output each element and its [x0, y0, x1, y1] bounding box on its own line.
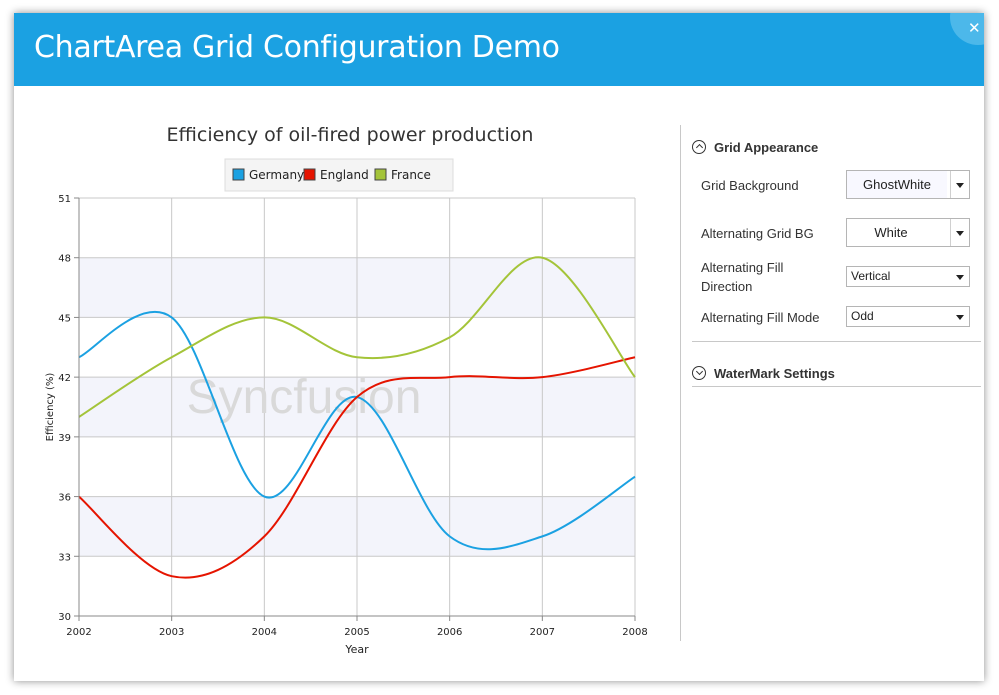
alternating-grid-bg-swatch [847, 219, 947, 246]
chevron-down-icon [951, 307, 969, 326]
legend-swatch-england [303, 168, 316, 181]
watermark-settings-title: WaterMark Settings [714, 366, 835, 381]
panel-divider [680, 125, 681, 641]
grid-background-dropdown[interactable]: GhostWhite [846, 170, 970, 199]
collapse-icon [692, 140, 706, 154]
title-bar: ChartArea Grid Configuration Demo ✕ [14, 13, 984, 86]
y-tick-label: 33 [58, 552, 71, 563]
alternating-fill-direction-value: Vertical [851, 269, 891, 283]
section-divider [692, 386, 981, 387]
grid-appearance-title: Grid Appearance [714, 140, 819, 155]
legend-label-germany: Germany [249, 168, 304, 182]
legend-swatch-france [374, 168, 387, 181]
alternating-fill-direction-label: Alternating Fill Direction [701, 258, 783, 296]
chevron-down-icon [950, 171, 969, 198]
x-tick-label: 2003 [159, 627, 184, 638]
x-tick-label: 2008 [622, 627, 647, 638]
window-title: ChartArea Grid Configuration Demo [34, 30, 560, 65]
y-tick-label: 51 [58, 194, 71, 205]
close-button[interactable]: ✕ [950, 13, 984, 45]
y-axis-label: Efficiency (%) [45, 373, 56, 442]
alternating-fill-mode-row: Alternating Fill Mode Odd [701, 306, 973, 330]
close-icon: ✕ [968, 20, 981, 37]
legend-box [224, 158, 454, 192]
x-tick-label: 2006 [437, 627, 462, 638]
chart-title: Efficiency of oil-fired power production [167, 124, 534, 146]
series-line-germany [78, 310, 636, 551]
x-tick-label: 2004 [252, 627, 277, 638]
alternating-fill-direction-label-line1: Alternating Fill [701, 260, 784, 275]
y-tick-label: 39 [58, 433, 71, 444]
alternating-fill-direction-label-line2: Direction [701, 279, 753, 294]
alternating-fill-direction-row: Alternating Fill Direction Vertical [701, 258, 973, 298]
chart-area: Syncfusion 30 33 36 39 42 45 48 51 2002 2003 2004 2… [14, 86, 679, 681]
x-tick-label: 2007 [530, 627, 555, 638]
chart-watermark: Syncfusion [187, 371, 422, 424]
expand-icon [692, 366, 706, 380]
alternating-fill-direction-dropdown[interactable]: Vertical [846, 266, 970, 287]
alternating-fill-mode-label: Alternating Fill Mode [701, 310, 820, 325]
alternating-grid-bg-row: Alternating Grid BG White [701, 218, 973, 248]
y-tick-label: 42 [58, 373, 71, 384]
legend-label-france: France [391, 168, 431, 182]
grid-background-label: Grid Background [701, 178, 799, 193]
alternating-fill-mode-dropdown[interactable]: Odd [846, 306, 970, 327]
x-axis-label: Year [344, 643, 369, 656]
grid-background-swatch [847, 171, 947, 198]
x-tick-label: 2002 [66, 627, 91, 638]
legend-label-england: England [320, 168, 369, 182]
series-line-england [78, 356, 636, 579]
chevron-down-icon [950, 219, 969, 246]
y-tick-label: 30 [58, 612, 71, 623]
y-tick-label: 36 [58, 493, 71, 504]
grid-background-row: Grid Background GhostWhite [701, 170, 973, 200]
x-tick-label: 2005 [344, 627, 369, 638]
series-line-france [78, 256, 636, 418]
demo-window: ChartArea Grid Configuration Demo ✕ Sync… [14, 13, 984, 681]
alternating-grid-bg-dropdown[interactable]: White [846, 218, 970, 247]
alternating-grid-bg-label: Alternating Grid BG [701, 226, 814, 241]
grid-background-value: GhostWhite [863, 177, 931, 192]
alternating-fill-mode-value: Odd [851, 309, 874, 323]
watermark-settings-header[interactable]: WaterMark Settings [692, 362, 972, 386]
chevron-down-icon [951, 267, 969, 286]
y-tick-label: 45 [58, 313, 71, 324]
legend-swatch-germany [232, 168, 245, 181]
line-chart: Syncfusion 30 33 36 39 42 45 48 51 2002 2003 2004 2… [45, 124, 648, 656]
y-tick-label: 48 [58, 254, 71, 265]
section-divider [692, 341, 981, 342]
grid-appearance-header[interactable]: Grid Appearance [692, 136, 972, 160]
alternating-grid-bg-value: White [874, 225, 908, 240]
